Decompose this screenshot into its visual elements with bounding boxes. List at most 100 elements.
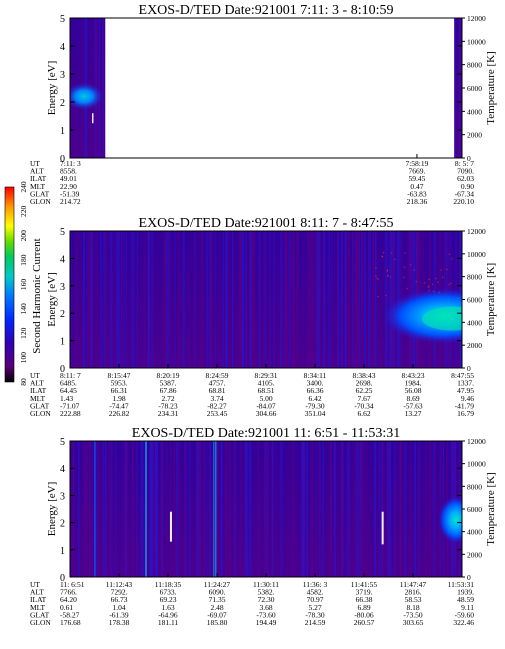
y-tick-label: 1 [60, 126, 65, 137]
orbit-value: 5953. [111, 379, 128, 388]
y-tick-label: 0 [60, 573, 65, 584]
orbit-row-label: GLON [30, 197, 51, 206]
orbit-value: 9.46 [461, 394, 474, 403]
orbit-value: -71.07 [60, 401, 80, 410]
orbit-value: 7090. [457, 167, 474, 176]
colorbar-tick-label: 220 [19, 206, 28, 218]
orbit-row-label: GLON [30, 618, 51, 627]
y-axis-label: Energy [eV] [46, 482, 58, 536]
orbit-value: 214.72 [60, 197, 81, 206]
orbit-row-label: ILAT [30, 595, 47, 604]
y2-tick-label: 10000 [467, 460, 486, 469]
y2-tick-label: 12000 [467, 437, 486, 446]
orbit-value: 62.03 [457, 174, 474, 183]
orbit-value: 8:24:59 [206, 371, 229, 380]
orbit-value: 8:47:55 [451, 371, 474, 380]
orbit-value: 2.48 [210, 603, 223, 612]
orbit-value: 8:29:31 [255, 371, 278, 380]
y-tick-label: 4 [60, 42, 65, 53]
orbit-value: 7.67 [357, 394, 370, 403]
orbit-value: 3.74 [210, 394, 223, 403]
orbit-value: -57.63 [403, 401, 423, 410]
orbit-value: -74.47 [109, 401, 129, 410]
orbit-row-label: ALT [30, 379, 44, 388]
data-segment [454, 18, 462, 158]
colorbar-tick-label: 200 [19, 230, 28, 242]
orbit-value: 64.20 [60, 595, 77, 604]
y2-tick-label: 8000 [467, 482, 482, 491]
y2-tick-label: 12000 [467, 14, 486, 23]
y-tick-label: 3 [60, 70, 65, 81]
orbit-value: 11:30:11 [253, 580, 279, 589]
y-tick-label: 4 [60, 464, 65, 475]
orbit-value: 11:53:31 [448, 580, 475, 589]
orbit-row-label: UT [30, 580, 40, 589]
colorbar: 80 100 120 140 160 180 200 220 240 Second Harmon… [4, 181, 43, 386]
emission-band [438, 495, 462, 544]
orbit-value: 222.88 [60, 409, 81, 418]
orbit-row-label: ILAT [30, 386, 47, 395]
orbit-value: 303.65 [403, 618, 424, 627]
orbit-value: 218.36 [407, 197, 428, 206]
y2-tick-label: 2000 [467, 341, 482, 350]
orbit-value: 5.27 [308, 603, 321, 612]
orbit-value: 1984. [405, 379, 422, 388]
orbit-row-label: GLAT [30, 610, 50, 619]
y2-tick-label: 4000 [467, 318, 482, 327]
y2-axis-label: Temperature [K] [485, 51, 497, 124]
orbit-row-label: MLT [30, 394, 46, 403]
orbit-value: 0.47 [410, 182, 423, 191]
orbit-value: 5382. [258, 588, 275, 597]
orbit-value: 3400. [307, 379, 324, 388]
orbit-row-label: ALT [30, 588, 44, 597]
orbit-value: 8:38:43 [353, 371, 376, 380]
orbit-value: 6.62 [357, 409, 370, 418]
orbit-value: 226.82 [109, 409, 130, 418]
y-tick-label: 0 [60, 364, 65, 375]
orbit-value: 8:34:11 [304, 371, 327, 380]
y2-axis-label: Temperature [K] [485, 263, 497, 336]
y2-tick-label: 12000 [467, 227, 486, 236]
orbit-value: 6485. [60, 379, 77, 388]
y-tick-label: 3 [60, 282, 65, 293]
plot-area [70, 18, 462, 158]
orbit-value: 8558. [60, 167, 77, 176]
orbit-value: 4757. [209, 379, 226, 388]
orbit-value: -78.23 [158, 401, 178, 410]
orbit-value: 6.42 [308, 394, 321, 403]
orbit-value: 66.36 [307, 386, 324, 395]
orbit-value: -70.34 [354, 401, 374, 410]
orbit-value: 181.11 [158, 618, 179, 627]
colorbar-label: Second Harmonic Current [31, 238, 43, 353]
orbit-value: 6.89 [357, 603, 370, 612]
orbit-value: 220.10 [453, 197, 474, 206]
orbit-value: 2816. [405, 588, 422, 597]
orbit-value: 48.59 [457, 595, 474, 604]
colorbar-tick-label: 120 [19, 327, 28, 339]
orbit-value: -78.30 [305, 610, 325, 619]
orbit-value: 71.35 [209, 595, 226, 604]
colorbar-tick-label: 160 [19, 279, 28, 291]
orbit-value: 58.53 [405, 595, 422, 604]
orbit-value: -69.07 [207, 610, 227, 619]
orbit-value: 11:18:35 [155, 580, 182, 589]
orbit-value: 68.81 [209, 386, 226, 395]
orbit-value: 8.18 [406, 603, 419, 612]
orbit-row-label: MLT [30, 603, 46, 612]
colorbar-gradient [4, 186, 15, 383]
orbit-value: 11:24:27 [204, 580, 231, 589]
spectrogram [70, 231, 462, 368]
panel-title: EXOS-D/TED Date:921001 8:11: 7 - 8:47:55 [139, 216, 394, 231]
orbit-value: 3719. [356, 588, 373, 597]
orbit-row-label: ILAT [30, 174, 47, 183]
orbit-value: 64.45 [60, 386, 77, 395]
emission-band [70, 82, 104, 111]
orbit-row-label: MLT [30, 182, 46, 191]
orbit-value: 304.66 [256, 409, 277, 418]
y-tick-label: 2 [60, 309, 65, 320]
y2-axis-label: Temperature [K] [485, 472, 497, 545]
orbit-value: 59.45 [408, 174, 425, 183]
